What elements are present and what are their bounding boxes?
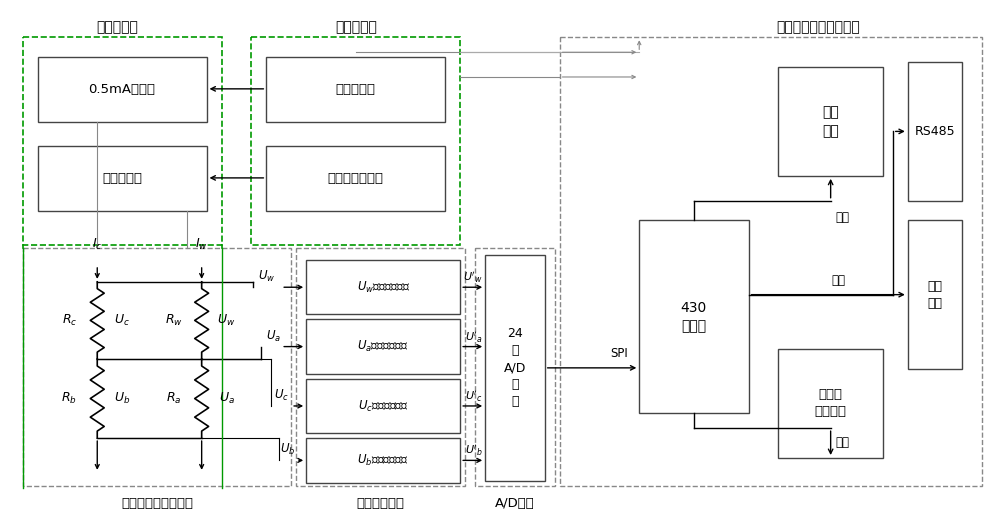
Text: $U_a$: $U_a$ [266, 329, 281, 344]
Text: 恒流源模块: 恒流源模块 [96, 20, 138, 35]
Text: RS485: RS485 [915, 125, 955, 138]
Text: $U_a$: $U_a$ [219, 391, 234, 406]
Text: 电压源模块: 电压源模块 [335, 20, 377, 35]
Bar [306, 438, 460, 483]
Text: 精密基准电压源: 精密基准电压源 [328, 172, 384, 185]
Text: 远传: 远传 [831, 274, 845, 287]
Bar [306, 379, 460, 433]
Text: $R_w$: $R_w$ [165, 313, 183, 328]
Bar [475, 248, 555, 486]
Bar [908, 62, 962, 201]
Text: $U_b$: $U_b$ [114, 391, 130, 406]
Text: SPI: SPI [610, 347, 628, 360]
Text: 通用电压源: 通用电压源 [336, 83, 376, 96]
Bar [778, 349, 883, 458]
Text: $I_c$: $I_c$ [92, 237, 102, 252]
Text: $I_w$: $I_w$ [195, 237, 208, 252]
Text: 主控单元及其外围模块: 主控单元及其外围模块 [776, 20, 860, 35]
Text: 430
单片机: 430 单片机 [681, 301, 707, 333]
Text: $U_w$: $U_w$ [258, 269, 275, 284]
Text: 脉冲
输出: 脉冲 输出 [928, 280, 943, 310]
Bar [266, 146, 445, 211]
Bar [908, 221, 962, 369]
Text: A/D模块: A/D模块 [495, 497, 535, 510]
Bar [23, 37, 222, 245]
Bar [23, 248, 291, 486]
Text: $U_b$信号调理电路: $U_b$信号调理电路 [357, 453, 409, 468]
Text: $U_b$: $U_b$ [280, 442, 296, 457]
Text: $U'_w$: $U'_w$ [463, 270, 483, 285]
Text: 就地: 就地 [836, 211, 850, 224]
Bar [306, 320, 460, 374]
Bar [38, 146, 207, 211]
Text: $R_a$: $R_a$ [166, 391, 182, 406]
Bar [306, 260, 460, 314]
Text: $U_w$信号调理电路: $U_w$信号调理电路 [357, 280, 410, 295]
Text: 看门狗
掉电保护: 看门狗 掉电保护 [815, 388, 847, 419]
Bar [38, 57, 207, 122]
Text: $U_c$: $U_c$ [274, 388, 289, 403]
Text: 0.5mA恒流源: 0.5mA恒流源 [89, 83, 156, 96]
Text: 液晶
按键: 液晶 按键 [822, 105, 839, 138]
Text: $R_c$: $R_c$ [62, 313, 77, 328]
Text: 24
位
A/D
采
样: 24 位 A/D 采 样 [504, 328, 526, 408]
Bar [639, 221, 749, 413]
Text: $U_c$信号调理电路: $U_c$信号调理电路 [358, 398, 409, 413]
Text: 保护: 保护 [836, 436, 850, 449]
Bar [296, 248, 465, 486]
Text: $R_b$: $R_b$ [61, 391, 77, 406]
Bar [485, 255, 545, 481]
Bar [560, 37, 982, 486]
Text: $U'_b$: $U'_b$ [465, 444, 483, 458]
Text: $U_w$: $U_w$ [217, 313, 236, 328]
Bar [251, 37, 460, 245]
Text: $U_c$: $U_c$ [114, 313, 130, 328]
Text: $U'_c$: $U'_c$ [465, 389, 483, 404]
Text: $U'_a$: $U'_a$ [465, 330, 483, 345]
Bar [266, 57, 445, 122]
Bar [778, 67, 883, 176]
Text: 传感器信号输出模块: 传感器信号输出模块 [121, 497, 193, 510]
Text: 可调恒流源: 可调恒流源 [102, 172, 142, 185]
Text: $U_a$信号调理电路: $U_a$信号调理电路 [357, 339, 409, 354]
Text: 信号调理模块: 信号调理模块 [357, 497, 405, 510]
